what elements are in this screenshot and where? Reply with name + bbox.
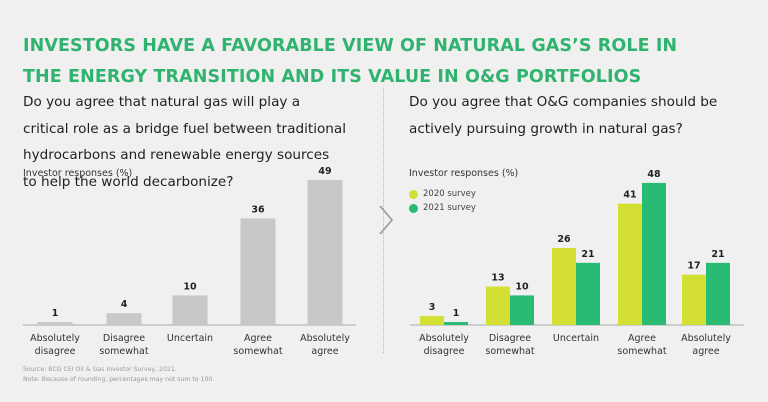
right-x-tick-label: Uncertain <box>553 333 599 344</box>
right-x-tick-label: somewhat <box>617 346 666 357</box>
right-bar-value-label: 10 <box>515 281 529 292</box>
left-x-tick-label: agree <box>311 346 338 357</box>
left-x-tick-label: Absolutely <box>300 333 350 344</box>
right-bar-value-label: 17 <box>687 261 700 272</box>
right-bar-value-label: 26 <box>557 234 571 245</box>
legend-label-2020: 2020 survey <box>423 189 476 199</box>
right-bar-2021-survey <box>510 295 534 325</box>
right-question-line: actively pursuing growth in natural gas? <box>409 120 683 137</box>
right-bar-value-label: 21 <box>711 249 724 260</box>
left-bar <box>307 179 343 325</box>
right-bar-2020-survey <box>552 248 576 325</box>
right-question-line: Do you agree that O&G companies should b… <box>409 94 718 110</box>
right-chart-subtitle: Investor responses (%) <box>409 168 519 179</box>
right-bar-2020-survey <box>420 316 444 325</box>
left-bar <box>172 295 208 325</box>
left-x-tick-label: somewhat <box>233 346 282 357</box>
page-title: INVESTORS HAVE A FAVORABLE VIEW OF NATUR… <box>23 31 743 93</box>
left-bar <box>37 322 73 325</box>
left-x-tick-label: Absolutely <box>30 333 80 344</box>
left-question-line: hydrocarbons and renewable energy source… <box>23 147 330 163</box>
left-x-tick-label: Agree <box>244 333 272 344</box>
right-x-tick-label: Absolutely <box>681 333 731 344</box>
left-question: Do you agree that natural gas will play … <box>23 89 346 195</box>
legend-dot-2021 <box>409 203 418 213</box>
panel-divider <box>383 88 384 353</box>
right-bar-2021-survey <box>706 262 730 325</box>
right-bar-2021-survey <box>642 182 666 325</box>
legend-item-2021: 2021 survey <box>409 201 476 215</box>
right-chart-legend: 2020 survey 2021 survey <box>409 187 476 215</box>
right-x-tick-label: disagree <box>424 346 465 357</box>
legend-label-2021: 2021 survey <box>423 203 476 213</box>
left-question-line: Do you agree that natural gas will play … <box>23 94 301 110</box>
footnotes: Source: BCG CEI Oil & Gas Investor Surve… <box>23 365 214 385</box>
right-question: Do you agree that O&G companies should b… <box>409 89 717 142</box>
right-bar-value-label: 3 <box>429 302 436 313</box>
legend-item-2020: 2020 survey <box>409 187 476 201</box>
right-bar-value-label: 13 <box>491 273 504 284</box>
left-bar-value-label: 10 <box>183 281 197 292</box>
right-bar-value-label: 48 <box>647 169 661 180</box>
left-bar <box>106 313 142 325</box>
right-x-tick-label: Disagree <box>489 333 531 344</box>
right-bar-value-label: 41 <box>623 190 636 201</box>
right-x-tick-label: somewhat <box>485 346 534 357</box>
right-bar-value-label: 21 <box>581 249 594 260</box>
left-bar <box>240 218 276 325</box>
right-bar-2020-survey <box>486 286 510 325</box>
right-x-tick-label: Absolutely <box>419 333 469 344</box>
right-bar-2021-survey <box>444 322 468 325</box>
source-note: Source: BCG CEI Oil & Gas Investor Surve… <box>23 366 177 373</box>
left-x-tick-label: Disagree <box>103 333 145 344</box>
right-bar-2020-survey <box>682 274 706 325</box>
right-bar-2020-survey <box>618 203 642 325</box>
right-x-tick-label: agree <box>692 346 719 357</box>
right-bar-2021-survey <box>576 262 600 325</box>
left-bar-value-label: 36 <box>251 204 265 215</box>
right-x-tick-label: Agree <box>628 333 656 344</box>
right-bar-value-label: 1 <box>453 308 460 319</box>
legend-dot-2020 <box>409 189 418 199</box>
left-question-line: to help the world decarbonize? <box>23 173 234 190</box>
left-bar-value-label: 1 <box>52 308 59 319</box>
chevron-right-icon <box>376 203 396 241</box>
left-x-tick-label: Uncertain <box>167 333 213 344</box>
title-line-2: THE ENERGY TRANSITION AND ITS VALUE IN O… <box>23 67 642 87</box>
left-question-line: critical role as a bridge fuel between t… <box>23 120 347 137</box>
left-x-tick-label: disagree <box>35 346 76 357</box>
rounding-note: Note: Because of rounding, percentages m… <box>23 376 215 383</box>
left-x-tick-label: somewhat <box>99 346 148 357</box>
title-line-1: INVESTORS HAVE A FAVORABLE VIEW OF NATUR… <box>23 36 678 56</box>
left-chart-subtitle: Investor responses (%) <box>23 168 133 179</box>
left-bar-value-label: 4 <box>121 299 128 310</box>
left-bar-value-label: 49 <box>318 166 331 177</box>
